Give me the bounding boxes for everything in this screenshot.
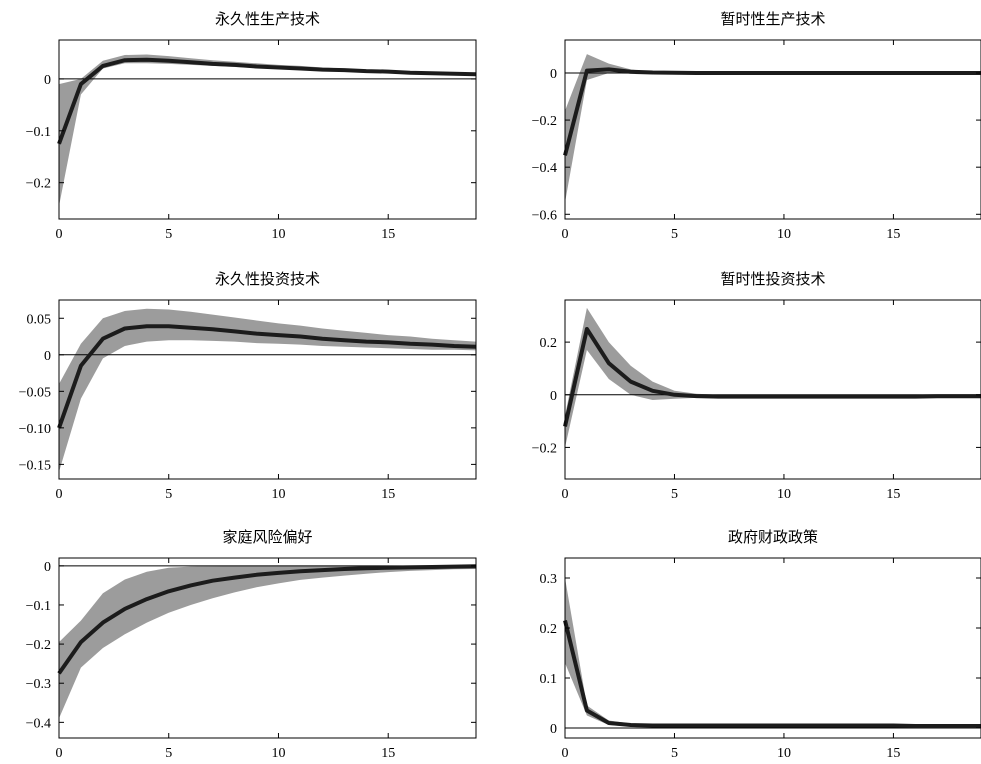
y-tick-label: 0: [550, 67, 557, 82]
x-tick-label: 5: [671, 746, 678, 761]
y-tick-label: 0.05: [27, 312, 52, 327]
x-tick-label: 5: [165, 746, 172, 761]
response-line: [57, 564, 477, 675]
axes-frame: [58, 299, 477, 480]
confidence-band: [565, 54, 981, 203]
panel-5: 家庭风险偏好 0 5 10 15 0 −0.1 −0.2 −0.3 −0.4: [26, 528, 477, 761]
axes-frame: [564, 557, 981, 739]
x-tick-label: 15: [886, 487, 900, 502]
panel-title: 暂时性投资技术: [720, 270, 825, 288]
response-line: [57, 57, 477, 145]
panel-6: 政府财政政策 0 5 10 15 0.3 0.2 0.1 0: [540, 528, 981, 761]
y-tick-label: −0.1: [26, 125, 51, 140]
y-tick-label: 0.2: [540, 622, 558, 637]
confidence-band: [59, 565, 476, 719]
x-tick-label: 10: [271, 487, 285, 502]
axes-frame: [58, 557, 477, 739]
panel-title: 家庭风险偏好: [222, 528, 312, 546]
y-tick-label: 0: [44, 349, 51, 364]
y-tick-label: 0.1: [540, 672, 558, 687]
response-line: [563, 67, 981, 156]
x-tick-label: 15: [381, 487, 395, 502]
x-tick-label: 10: [271, 746, 285, 761]
x-tick-label: 15: [381, 746, 395, 761]
x-tick-label: 15: [886, 746, 900, 761]
x-tick-label: 5: [671, 487, 678, 502]
x-tick-label: 10: [777, 227, 791, 242]
y-tick-label: −0.1: [26, 599, 51, 614]
x-tick-label: 0: [56, 746, 63, 761]
y-tick-label: −0.2: [26, 177, 51, 192]
x-tick-label: 10: [777, 746, 791, 761]
x-tick-label: 5: [165, 487, 172, 502]
response-line: [563, 620, 981, 728]
response-line: [57, 324, 477, 429]
x-tick-label: 15: [886, 227, 900, 242]
y-tick-label: −0.2: [532, 441, 557, 456]
y-tick-label: −0.4: [532, 161, 557, 176]
x-tick-label: 10: [777, 487, 791, 502]
axes-frame: [564, 39, 981, 220]
panel-title: 永久性生产技术: [215, 10, 320, 28]
y-tick-label: 0.3: [540, 572, 558, 587]
axes-frame: [58, 39, 477, 220]
y-tick-label: −0.15: [19, 458, 51, 473]
y-tick-label: −0.3: [26, 677, 51, 692]
x-tick-label: 15: [381, 227, 395, 242]
x-tick-label: 0: [56, 487, 63, 502]
x-tick-label: 5: [165, 227, 172, 242]
confidence-band: [59, 54, 476, 206]
panel-title: 政府财政政策: [728, 528, 818, 546]
y-tick-label: 0: [44, 560, 51, 575]
y-tick-label: 0: [44, 73, 51, 88]
y-tick-label: −0.6: [532, 208, 557, 223]
x-tick-label: 0: [562, 227, 569, 242]
y-tick-label: −0.05: [19, 385, 51, 400]
panel-2: 暂时性生产技术 0 5 10 15 0 −0.2 −0.4 −0.6: [532, 10, 981, 242]
confidence-band: [59, 308, 476, 472]
panel-title: 永久性投资技术: [215, 270, 320, 288]
y-tick-label: 0.2: [540, 336, 558, 351]
x-tick-label: 0: [562, 746, 569, 761]
panel-title: 暂时性生产技术: [720, 10, 825, 28]
x-tick-label: 10: [271, 227, 285, 242]
panel-1: 永久性生产技术 0 5 10 15 0 −0.1 −0.2: [26, 10, 477, 242]
panel-3: 永久性投资技术 0 5 10 15 0.05 0 −0.05 −0.10 −0.15: [19, 270, 477, 502]
y-tick-label: −0.2: [532, 114, 557, 129]
y-tick-label: −0.10: [19, 422, 51, 437]
x-tick-label: 0: [56, 227, 63, 242]
x-tick-label: 0: [562, 487, 569, 502]
y-tick-label: −0.4: [26, 716, 51, 731]
y-tick-label: −0.2: [26, 638, 51, 653]
y-tick-label: 0: [550, 722, 557, 737]
axes-frame: [564, 299, 981, 480]
panel-4: 暂时性投资技术 0 5 10 15 0.2 0 −0.2: [532, 270, 981, 502]
response-line: [563, 327, 981, 427]
x-tick-label: 5: [671, 227, 678, 242]
confidence-band: [565, 578, 981, 727]
y-tick-label: 0: [550, 389, 557, 404]
